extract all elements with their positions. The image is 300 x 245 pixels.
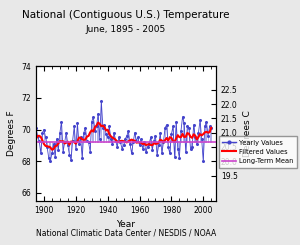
- Y-axis label: Degrees C: Degrees C: [243, 110, 252, 157]
- Y-axis label: Degrees F: Degrees F: [7, 111, 16, 156]
- Text: June, 1895 - 2005: June, 1895 - 2005: [86, 24, 166, 34]
- Text: National (Contiguous U.S.) Temperature: National (Contiguous U.S.) Temperature: [22, 10, 230, 20]
- Legend: Yearly Values, Filtered Values, Long-Term Mean: Yearly Values, Filtered Values, Long-Ter…: [219, 136, 297, 168]
- Text: National Climatic Data Center / NESDIS / NOAA: National Climatic Data Center / NESDIS /…: [36, 229, 216, 238]
- X-axis label: Year: Year: [116, 220, 136, 229]
